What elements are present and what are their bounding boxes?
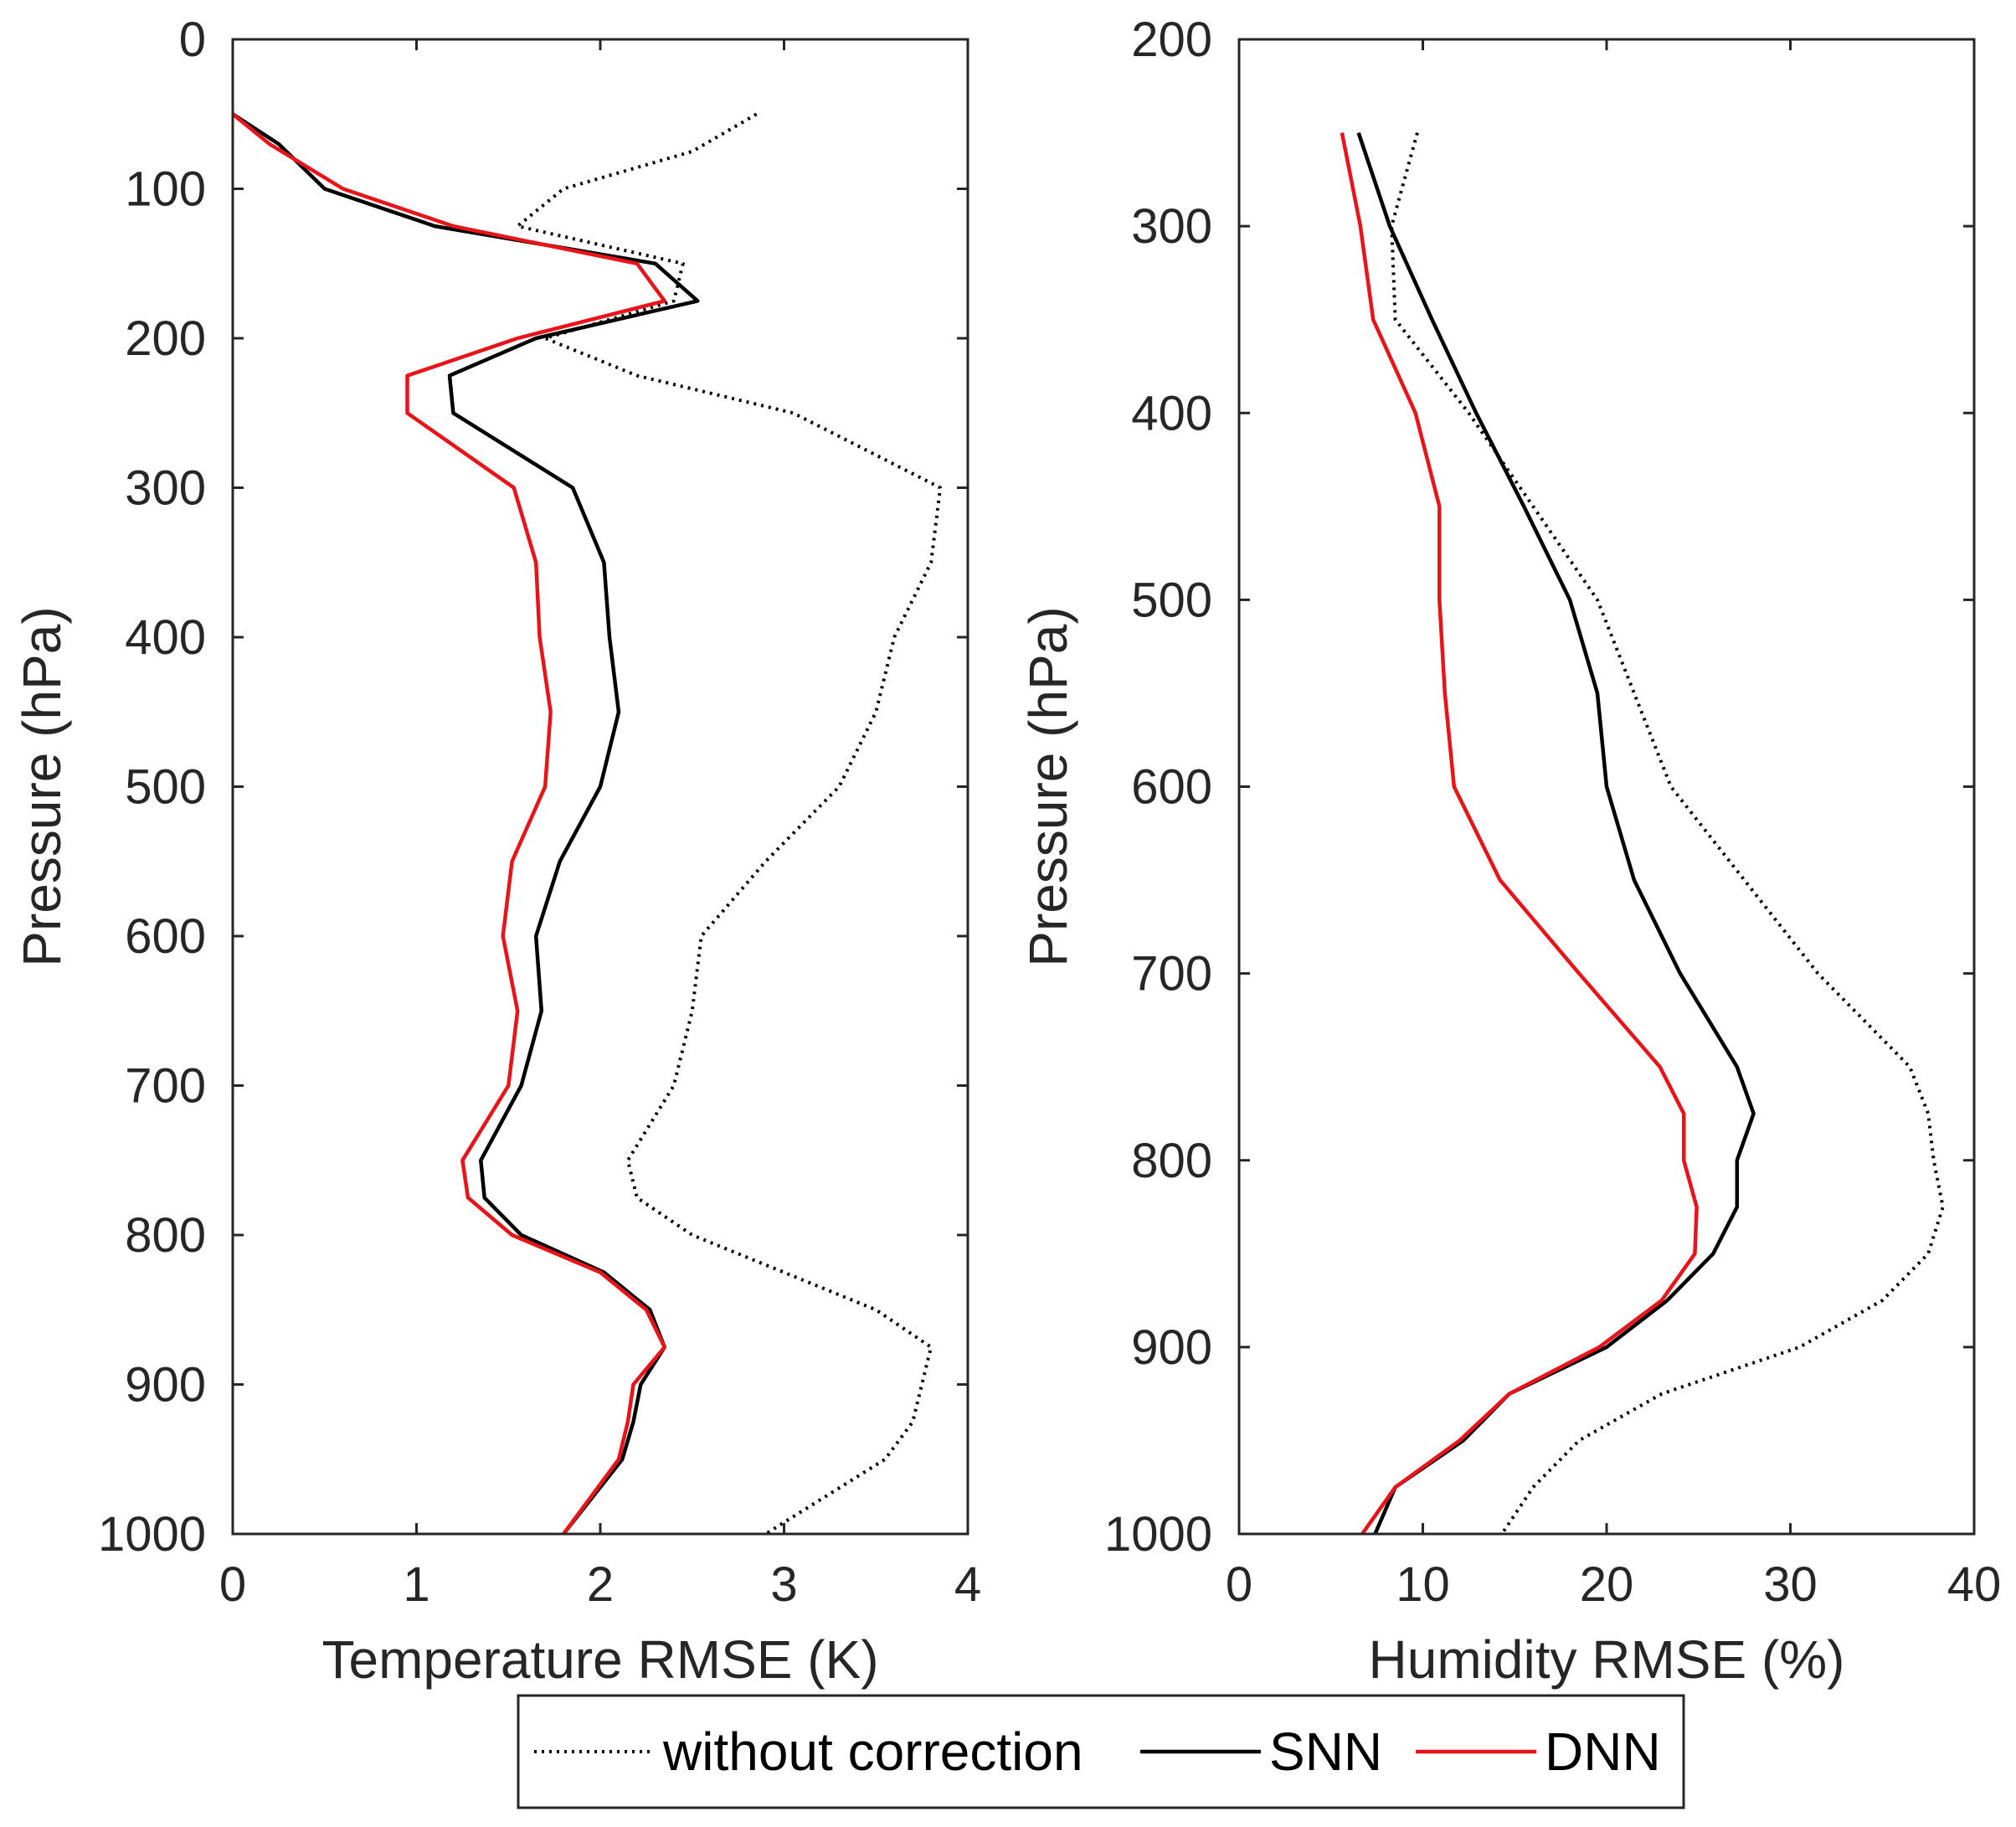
temperature-x-tick-label: 0 [219, 1557, 246, 1612]
temperature-ticks: 0 1 2 3 4 0 100 200 300 400 500 600 700 800 900 1000 [98, 13, 981, 1612]
legend-label-snn: SNN [1269, 1721, 1382, 1782]
humidity-x-tick-label: 20 [1580, 1557, 1634, 1612]
humidity-series [1340, 131, 1945, 1536]
humidity-y-tick-label: 400 [1131, 386, 1212, 440]
legend-label-dnn: DNN [1545, 1721, 1661, 1782]
temperature-x-tick-label: 3 [770, 1557, 797, 1612]
temperature-y-tick-label: 800 [125, 1208, 206, 1263]
humidity-series-snn [1356, 131, 1756, 1535]
temperature-y-tick-label: 900 [125, 1358, 206, 1413]
legend: without correction SNN DNN [517, 1694, 1685, 1809]
humidity-y-tick-label: 600 [1131, 760, 1212, 815]
humidity-y-tick-label: 300 [1131, 199, 1212, 254]
humidity-y-tick-label: 800 [1131, 1134, 1212, 1188]
humidity-series-without-correction [1390, 132, 1945, 1536]
legend-label-without-correction: without correction [662, 1721, 1083, 1782]
temperature-y-tick-label: 300 [125, 461, 206, 516]
temperature-y-tick-label: 1000 [98, 1507, 206, 1562]
temperature-series-snn [231, 112, 700, 1536]
temperature-series [231, 112, 943, 1536]
temperature-series-dnn [231, 112, 667, 1536]
humidity-y-tick-label: 900 [1131, 1320, 1212, 1375]
humidity-y-tick-label: 1000 [1104, 1507, 1212, 1562]
humidity-x-tick-label: 30 [1763, 1557, 1818, 1612]
temperature-x-tick-label: 4 [954, 1557, 981, 1612]
humidity-series-dnn [1340, 132, 1699, 1536]
humidity-y-tick-label: 500 [1131, 573, 1212, 627]
humidity-y-axis-title: Pressure (hPa) [1018, 606, 1078, 966]
humidity-x-axis-title: Humidity RMSE (%) [1369, 1629, 1845, 1690]
temperature-x-axis-title: Temperature RMSE (K) [321, 1629, 878, 1690]
humidity-ticks: 0 10 20 30 40 200 300 400 500 600 700 800 900 1000 [1104, 13, 2001, 1612]
humidity-panel: 0 10 20 30 40 200 300 400 500 600 700 800 900 1000 Hu… [1018, 13, 2001, 1690]
temperature-y-tick-label: 200 [125, 311, 206, 366]
temperature-y-tick-label: 100 [125, 162, 206, 217]
temperature-y-tick-label: 400 [125, 610, 206, 665]
temperature-series-without-correction [516, 112, 943, 1536]
temperature-x-tick-label: 2 [587, 1557, 614, 1612]
temperature-y-tick-label: 0 [179, 13, 206, 67]
humidity-x-tick-label: 10 [1396, 1557, 1450, 1612]
humidity-x-tick-label: 0 [1226, 1557, 1252, 1612]
temperature-x-tick-label: 1 [403, 1557, 429, 1612]
temperature-panel: 0 1 2 3 4 0 100 200 300 400 500 600 700 800 900 1000 Te… [12, 13, 981, 1690]
humidity-y-tick-label: 200 [1131, 13, 1212, 67]
humidity-x-tick-label: 40 [1947, 1557, 2002, 1612]
temperature-y-tick-label: 500 [125, 760, 206, 815]
temperature-y-tick-label: 700 [125, 1059, 206, 1114]
temperature-y-tick-label: 600 [125, 909, 206, 964]
humidity-y-tick-label: 700 [1131, 947, 1212, 1001]
temperature-y-axis-title: Pressure (hPa) [12, 606, 72, 966]
